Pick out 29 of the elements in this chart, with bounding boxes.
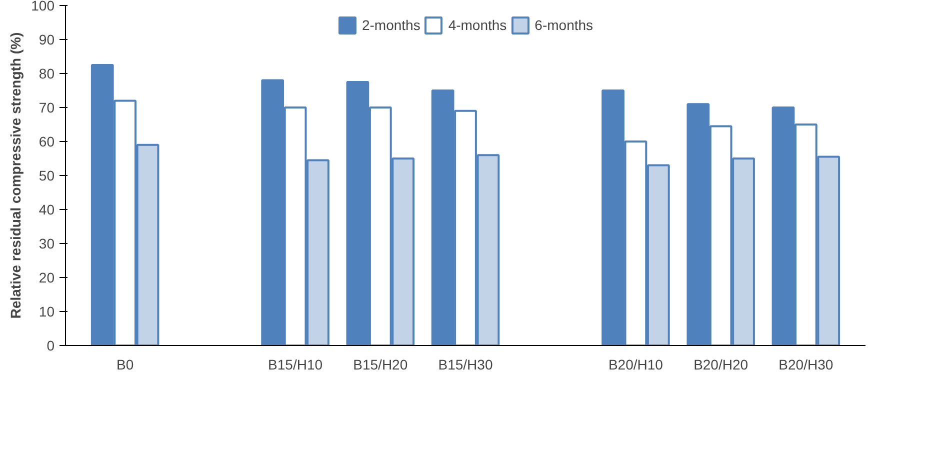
x-tick-label: B20/H20 — [694, 356, 748, 372]
y-tick-label: 70 — [38, 100, 55, 116]
legend-label: 6-months — [534, 17, 594, 33]
y-tick-label: 60 — [38, 134, 55, 150]
bar — [817, 156, 840, 346]
bar — [732, 158, 755, 346]
y-tick-label: 80 — [38, 66, 55, 82]
y-tick-label: 30 — [38, 236, 55, 252]
y-tick-label: 40 — [38, 202, 55, 218]
x-tick-label: B15/H30 — [438, 356, 493, 372]
x-tick-label: B15/H10 — [268, 356, 323, 372]
y-tick-label: 50 — [38, 168, 55, 184]
y-tick-label: 100 — [31, 0, 55, 14]
y-axis-title: Relative residual compressive strength (%) — [8, 32, 24, 319]
legend-label: 4-months — [448, 17, 507, 33]
y-tick-label: 90 — [38, 32, 55, 48]
bar — [306, 159, 330, 346]
bar — [646, 164, 670, 346]
bar — [392, 158, 415, 346]
y-tick-label: 10 — [38, 304, 55, 320]
bar — [476, 154, 500, 346]
legend-label: 2-months — [362, 17, 420, 33]
y-tick-label: 0 — [46, 338, 55, 354]
x-tick-label: B20/H30 — [778, 356, 834, 372]
y-tick-label: 20 — [38, 270, 55, 286]
x-tick-label: B15/H20 — [353, 356, 408, 372]
x-tick-label: B0 — [116, 356, 134, 372]
x-tick-label: B20/H10 — [608, 356, 664, 372]
bar — [136, 144, 160, 346]
